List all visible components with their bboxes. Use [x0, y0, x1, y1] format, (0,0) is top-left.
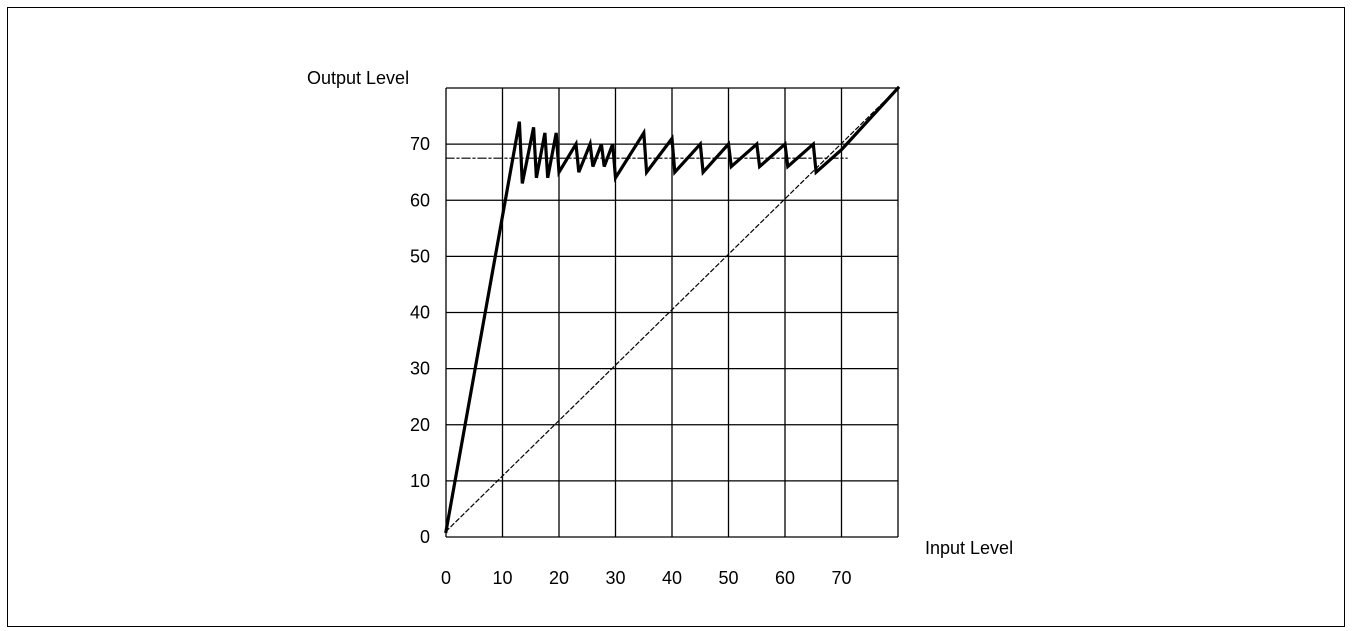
y-tick-label: 30: [410, 359, 430, 379]
series-line-solid-thick: [444, 85, 901, 534]
y-tick-label: 40: [410, 303, 430, 323]
y-tick-label: 50: [410, 246, 430, 266]
chart-frame: 0 10 20 30 40 50 60 70 0 10 20 30 40 50 60 70 Output Le…: [7, 7, 1345, 627]
y-tick-label: 20: [410, 415, 430, 435]
x-tick-label: 20: [549, 568, 569, 588]
series-line-dashed: [445, 87, 899, 533]
chart-series: [444, 85, 901, 534]
chart-svg: 0 10 20 30 40 50 60 70 0 10 20 30 40 50 60 70 Output Le…: [307, 68, 1013, 588]
x-tick-label: 40: [662, 568, 682, 588]
x-tick-label: 70: [831, 568, 851, 588]
x-axis-label: Input Level: [925, 538, 1013, 558]
y-tick-label: 0: [420, 527, 430, 547]
y-tick-label: 70: [410, 134, 430, 154]
chart-ticks: 0 10 20 30 40 50 60 70 0 10 20 30 40 50 60 70: [410, 134, 852, 588]
x-tick-label: 30: [605, 568, 625, 588]
x-tick-label: 50: [718, 568, 738, 588]
y-axis-label: Output Level: [307, 68, 409, 88]
x-tick-label: 60: [775, 568, 795, 588]
y-tick-label: 10: [410, 471, 430, 491]
x-tick-label: 10: [492, 568, 512, 588]
y-tick-label: 60: [410, 190, 430, 210]
x-tick-label: 0: [441, 568, 451, 588]
